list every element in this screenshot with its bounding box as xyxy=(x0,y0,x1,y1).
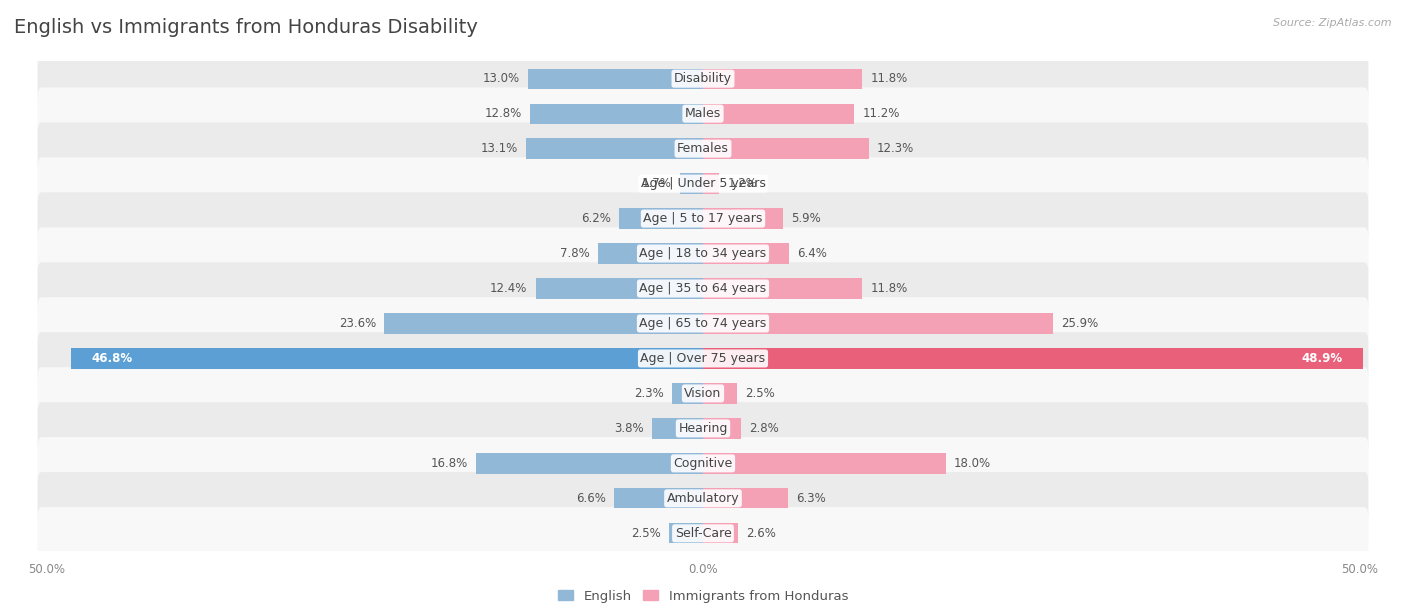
Legend: English, Immigrants from Honduras: English, Immigrants from Honduras xyxy=(553,584,853,608)
Text: 3.8%: 3.8% xyxy=(614,422,644,435)
Bar xyxy=(384,313,703,334)
Bar xyxy=(619,209,703,229)
Text: Females: Females xyxy=(678,142,728,155)
Text: 11.8%: 11.8% xyxy=(870,72,908,85)
Text: 16.8%: 16.8% xyxy=(430,457,468,470)
Bar xyxy=(703,313,1053,334)
FancyBboxPatch shape xyxy=(38,88,1368,140)
Text: 48.9%: 48.9% xyxy=(1302,352,1343,365)
Text: 50.0%: 50.0% xyxy=(28,563,65,576)
Text: Age | Over 75 years: Age | Over 75 years xyxy=(641,352,765,365)
Text: Hearing: Hearing xyxy=(678,422,728,435)
Text: 2.8%: 2.8% xyxy=(749,422,779,435)
Bar xyxy=(703,173,720,194)
Text: 50.0%: 50.0% xyxy=(1341,563,1378,576)
Text: 12.8%: 12.8% xyxy=(485,107,522,120)
Text: 2.5%: 2.5% xyxy=(631,527,661,540)
Bar xyxy=(703,69,862,89)
Bar xyxy=(703,488,787,509)
Text: 6.3%: 6.3% xyxy=(796,492,825,505)
Text: Vision: Vision xyxy=(685,387,721,400)
Text: 23.6%: 23.6% xyxy=(339,317,377,330)
FancyBboxPatch shape xyxy=(38,507,1368,559)
FancyBboxPatch shape xyxy=(38,157,1368,210)
Text: 0.0%: 0.0% xyxy=(688,563,718,576)
FancyBboxPatch shape xyxy=(38,402,1368,455)
Text: 2.3%: 2.3% xyxy=(634,387,664,400)
Bar xyxy=(703,278,862,299)
Text: Age | Under 5 years: Age | Under 5 years xyxy=(641,177,765,190)
Bar xyxy=(477,453,703,474)
Text: 6.2%: 6.2% xyxy=(581,212,612,225)
Text: 11.2%: 11.2% xyxy=(862,107,900,120)
Text: English vs Immigrants from Honduras Disability: English vs Immigrants from Honduras Disa… xyxy=(14,18,478,37)
Text: Cognitive: Cognitive xyxy=(673,457,733,470)
Bar xyxy=(703,138,869,159)
Bar xyxy=(527,69,703,89)
FancyBboxPatch shape xyxy=(38,192,1368,245)
Text: 6.4%: 6.4% xyxy=(797,247,827,260)
Bar xyxy=(703,103,855,124)
Text: 12.3%: 12.3% xyxy=(877,142,914,155)
Text: Source: ZipAtlas.com: Source: ZipAtlas.com xyxy=(1274,18,1392,28)
FancyBboxPatch shape xyxy=(38,472,1368,524)
Text: 13.0%: 13.0% xyxy=(482,72,519,85)
Text: 12.4%: 12.4% xyxy=(491,282,527,295)
Bar xyxy=(598,244,703,264)
FancyBboxPatch shape xyxy=(38,227,1368,280)
Text: Ambulatory: Ambulatory xyxy=(666,492,740,505)
Text: 46.8%: 46.8% xyxy=(91,352,132,365)
Text: Age | 5 to 17 years: Age | 5 to 17 years xyxy=(644,212,762,225)
Bar xyxy=(681,173,703,194)
FancyBboxPatch shape xyxy=(38,437,1368,490)
Bar xyxy=(703,383,737,403)
FancyBboxPatch shape xyxy=(38,263,1368,315)
FancyBboxPatch shape xyxy=(38,297,1368,349)
Text: 7.8%: 7.8% xyxy=(560,247,589,260)
Bar xyxy=(703,453,946,474)
Bar xyxy=(703,209,783,229)
Text: 1.7%: 1.7% xyxy=(643,177,672,190)
Bar xyxy=(526,138,703,159)
Bar xyxy=(669,523,703,543)
Bar xyxy=(703,348,1362,368)
Bar xyxy=(703,244,789,264)
Text: 25.9%: 25.9% xyxy=(1060,317,1098,330)
Text: Age | 35 to 64 years: Age | 35 to 64 years xyxy=(640,282,766,295)
Bar xyxy=(672,383,703,403)
Text: 5.9%: 5.9% xyxy=(790,212,821,225)
Bar xyxy=(703,418,741,439)
Bar xyxy=(614,488,703,509)
FancyBboxPatch shape xyxy=(38,53,1368,105)
Text: Self-Care: Self-Care xyxy=(675,527,731,540)
Bar xyxy=(652,418,703,439)
Text: Age | 65 to 74 years: Age | 65 to 74 years xyxy=(640,317,766,330)
Bar xyxy=(530,103,703,124)
FancyBboxPatch shape xyxy=(38,367,1368,420)
Text: 2.6%: 2.6% xyxy=(747,527,776,540)
Text: 1.2%: 1.2% xyxy=(727,177,758,190)
Text: Males: Males xyxy=(685,107,721,120)
Text: 18.0%: 18.0% xyxy=(955,457,991,470)
Text: 11.8%: 11.8% xyxy=(870,282,908,295)
FancyBboxPatch shape xyxy=(38,122,1368,175)
Bar xyxy=(536,278,703,299)
FancyBboxPatch shape xyxy=(38,332,1368,385)
Text: Age | 18 to 34 years: Age | 18 to 34 years xyxy=(640,247,766,260)
Text: 13.1%: 13.1% xyxy=(481,142,517,155)
Text: 6.6%: 6.6% xyxy=(576,492,606,505)
Bar xyxy=(703,523,738,543)
Text: Disability: Disability xyxy=(673,72,733,85)
Bar xyxy=(72,348,703,368)
Text: 2.5%: 2.5% xyxy=(745,387,775,400)
